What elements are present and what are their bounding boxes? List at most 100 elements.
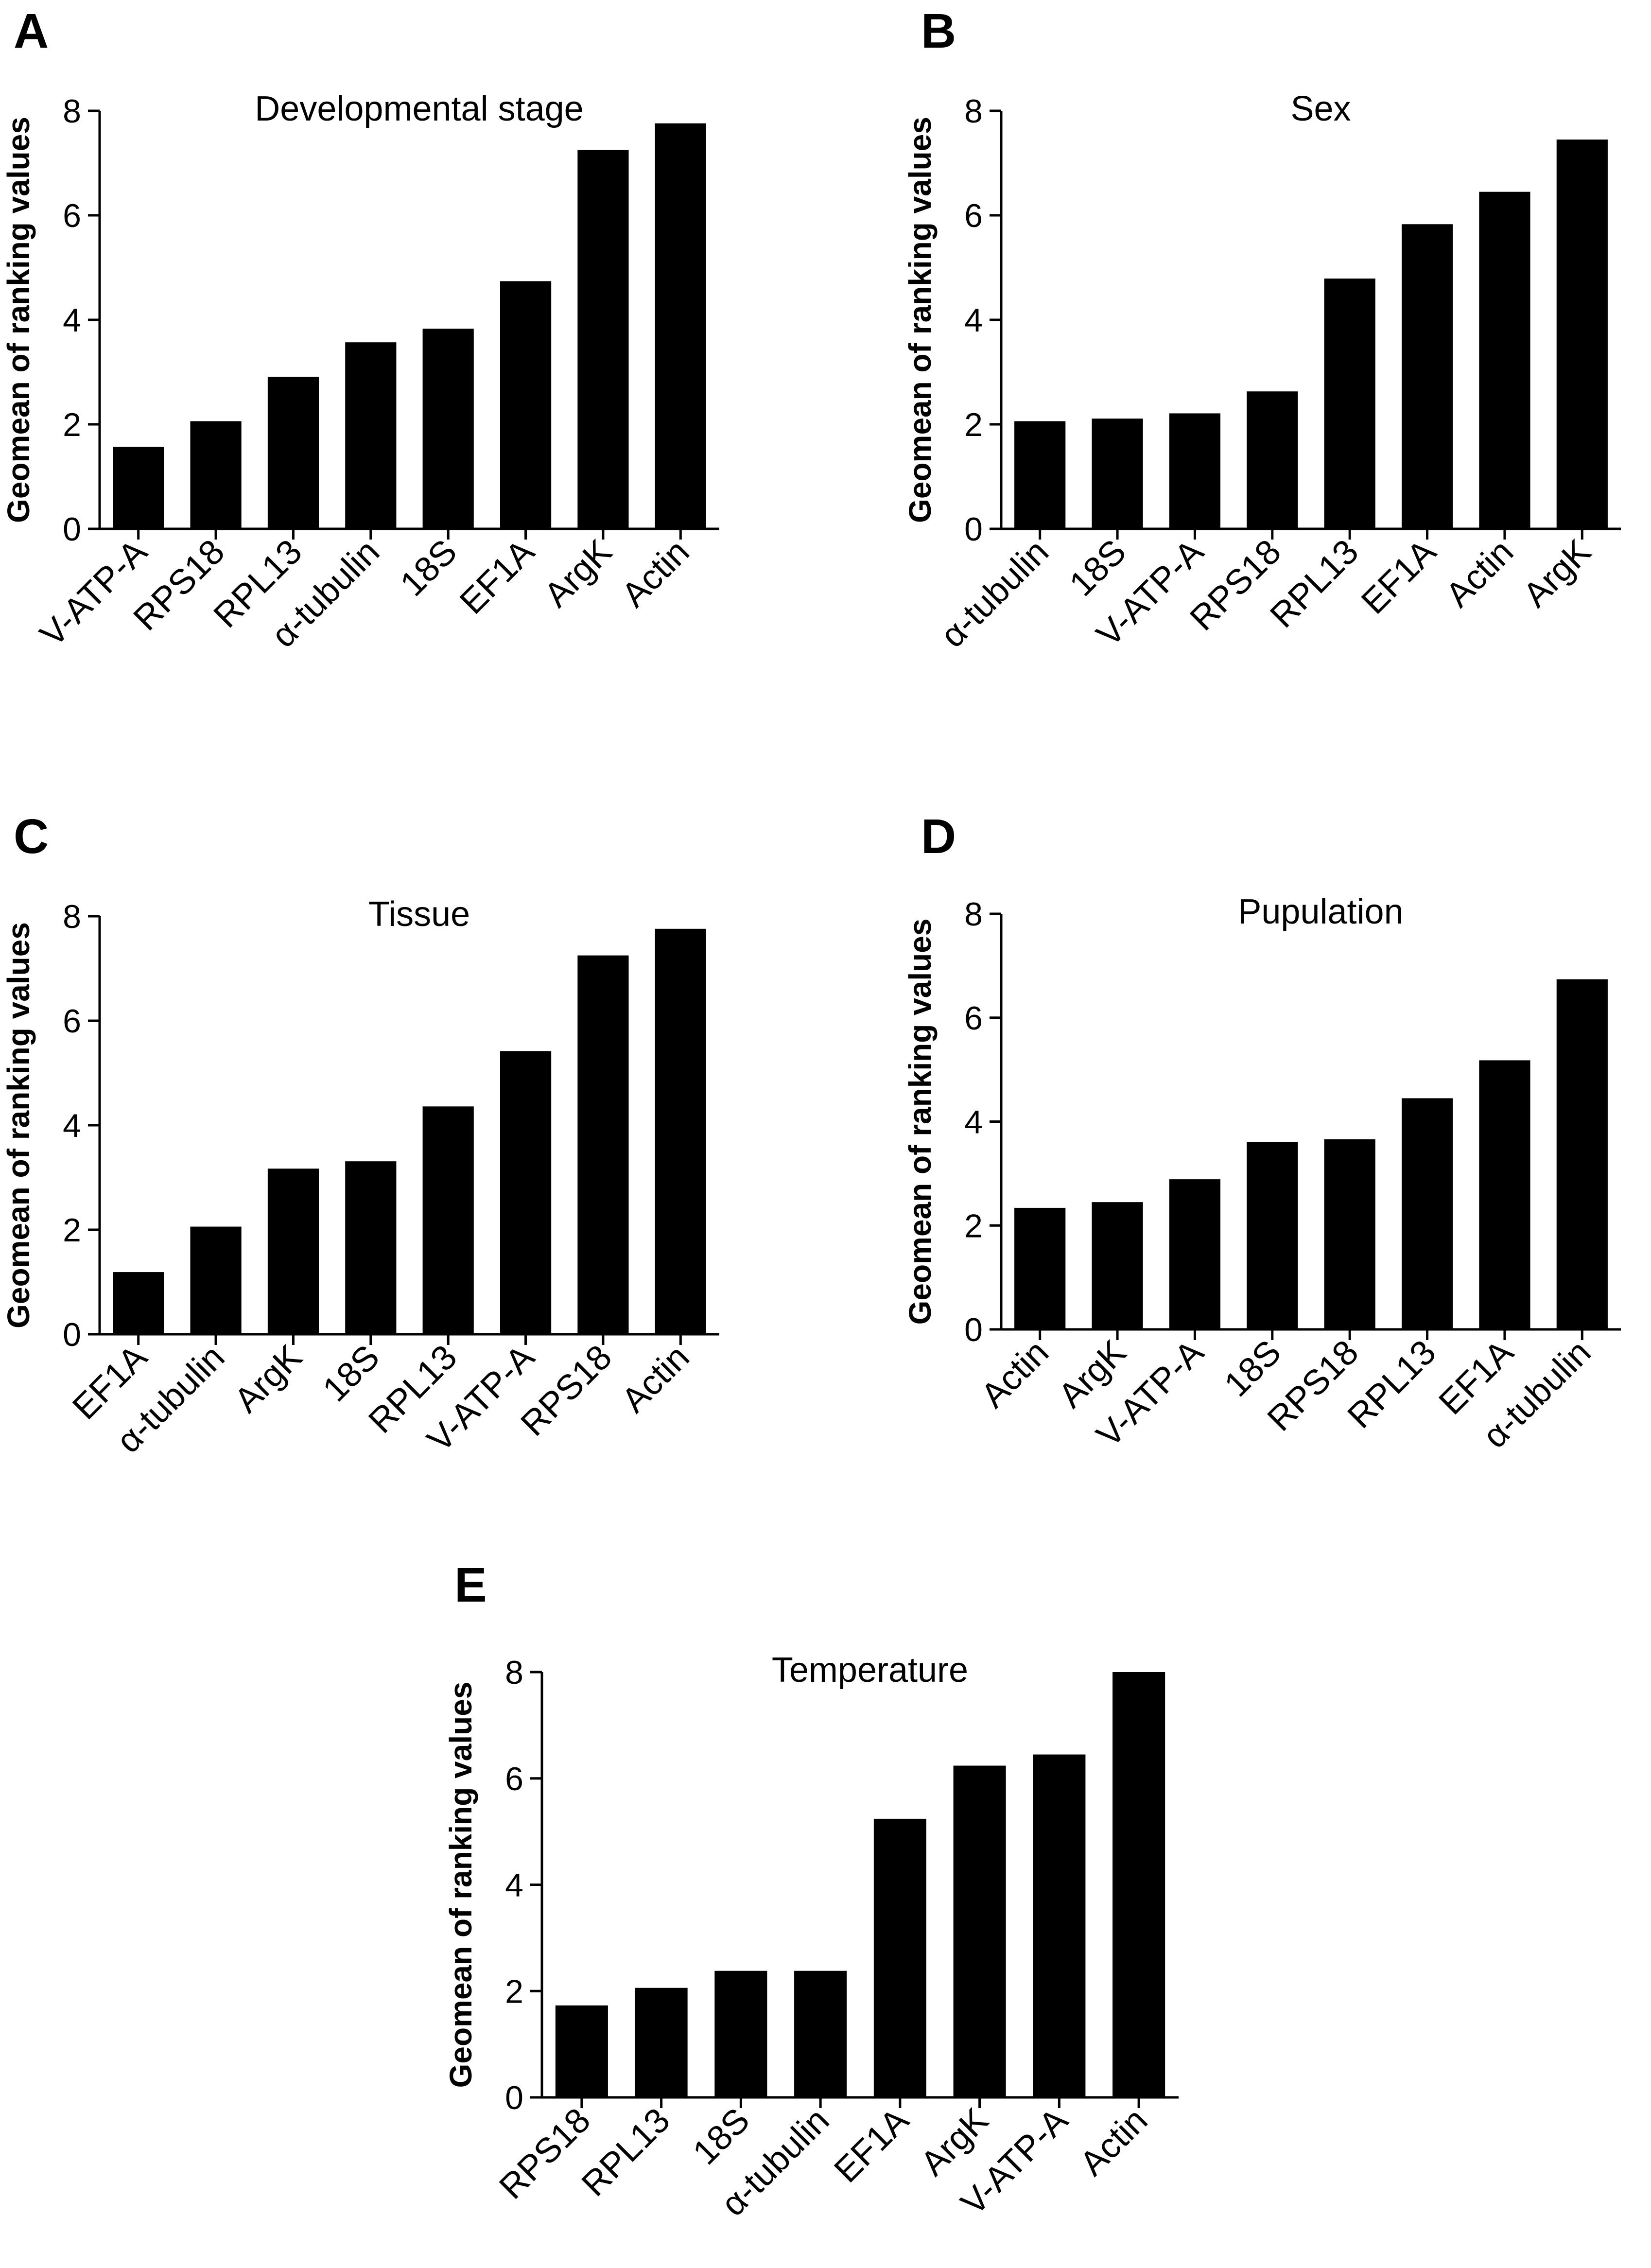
x-category-label: Actin — [614, 1338, 697, 1420]
x-category-label: RPL13 — [1340, 1333, 1443, 1436]
chart-panel-b: B Sex Geomean of ranking values 0 2 4 6 8 α-tubu… — [903, 4, 1621, 655]
x-category-label: Actin — [614, 532, 697, 615]
bar — [1112, 1672, 1165, 2097]
bar — [267, 1169, 319, 1334]
bar — [577, 150, 629, 529]
y-tick-label: 8 — [63, 898, 81, 935]
bar — [1014, 1207, 1066, 1329]
x-category-label: ArgK — [227, 1338, 310, 1420]
bar — [1092, 1202, 1143, 1329]
y-tick-label: 6 — [964, 1000, 983, 1037]
bar — [1033, 1754, 1086, 2097]
bar — [873, 1818, 926, 2097]
bar — [113, 1272, 164, 1334]
chart-panel-d: D Pupulation Geomean of ranking values 0 2 4 6… — [903, 809, 1621, 1456]
bar — [1401, 224, 1453, 529]
y-axis-label: Geomean of ranking values — [1, 922, 36, 1328]
y-tick-label: 8 — [505, 1654, 523, 1691]
bar — [953, 1765, 1006, 2097]
bar — [422, 329, 474, 529]
y-tick-label: 0 — [964, 1311, 983, 1348]
x-category-label: ArgK — [1516, 532, 1599, 615]
bar — [635, 1988, 688, 2097]
bar — [577, 955, 629, 1334]
bar — [345, 342, 397, 529]
y-tick-label: 6 — [63, 1003, 81, 1040]
y-tick-label: 6 — [964, 197, 983, 234]
bar — [500, 281, 552, 529]
y-tick-label: 0 — [63, 1316, 81, 1353]
bar — [655, 123, 706, 529]
bar — [1247, 391, 1298, 529]
x-category-label: Actin — [1438, 532, 1521, 615]
y-tick-label: 4 — [63, 1107, 81, 1144]
bar — [1247, 1142, 1298, 1329]
chart-panel-e: E Temperature Geomean of ranking values 0 2 4… — [443, 1558, 1179, 2224]
y-tick-label: 4 — [505, 1867, 523, 1904]
panel-letter: B — [921, 4, 956, 58]
y-axis-label: Geomean of ranking values — [903, 117, 938, 523]
x-category-label: RPL13 — [574, 2101, 678, 2204]
y-tick-label: 2 — [505, 1973, 523, 2010]
y-tick-label: 8 — [964, 93, 983, 130]
bar — [1479, 1060, 1530, 1329]
x-category-label: RPS18 — [492, 2101, 598, 2207]
chart-title: Tissue — [368, 895, 470, 934]
bar — [655, 928, 706, 1334]
x-category-label: RPL13 — [1263, 532, 1366, 635]
panel-letter: D — [921, 809, 956, 864]
bar — [113, 447, 164, 529]
chart-title: Sex — [1290, 89, 1351, 128]
y-tick-label: 4 — [63, 302, 81, 339]
bar — [190, 1226, 242, 1334]
y-axis-label: Geomean of ranking values — [903, 919, 938, 1325]
chart-title: Temperature — [772, 1651, 968, 1690]
panel-letter: E — [454, 1558, 487, 1612]
bar — [1556, 140, 1608, 529]
y-tick-label: 8 — [964, 896, 983, 933]
bar — [714, 1971, 767, 2097]
bar — [1169, 1179, 1221, 1329]
bar — [1324, 279, 1375, 529]
bar — [1169, 413, 1221, 529]
y-tick-label: 6 — [63, 197, 81, 234]
x-category-label: Actin — [1073, 2101, 1155, 2183]
y-tick-label: 2 — [964, 1207, 983, 1244]
bar — [1092, 419, 1143, 529]
chart-panel-a: A Developmental stage Geomean of ranking v… — [1, 4, 719, 655]
y-tick-label: 0 — [505, 2079, 523, 2116]
bar — [267, 377, 319, 529]
bar — [555, 2005, 608, 2097]
panel-letter: C — [14, 809, 49, 864]
x-category-label: α-tubulin — [933, 532, 1056, 655]
bar — [1479, 192, 1530, 529]
chart-title: Pupulation — [1238, 892, 1403, 931]
x-category-label: EF1A — [452, 532, 542, 622]
x-category-label: EF1A — [1354, 532, 1443, 622]
bar — [1324, 1139, 1375, 1329]
y-tick-label: 4 — [964, 1104, 983, 1141]
bar — [422, 1106, 474, 1334]
y-tick-label: 8 — [63, 93, 81, 130]
bar — [345, 1161, 397, 1334]
bar — [1556, 979, 1608, 1329]
y-axis-label: Geomean of ranking values — [443, 1682, 478, 2088]
bar — [500, 1051, 552, 1334]
y-tick-label: 4 — [964, 302, 983, 339]
y-tick-label: 2 — [964, 406, 983, 443]
y-tick-label: 0 — [964, 511, 983, 548]
y-axis-label: Geomean of ranking values — [1, 117, 36, 523]
x-category-label: EF1A — [827, 2101, 916, 2190]
x-category-label: ArgK — [537, 532, 619, 615]
bar — [1014, 421, 1066, 529]
y-tick-label: 2 — [63, 406, 81, 443]
y-tick-label: 6 — [505, 1761, 523, 1797]
bar — [190, 421, 242, 529]
x-category-label: V-ATP-A — [33, 532, 155, 654]
x-category-label: Actin — [973, 1333, 1056, 1415]
chart-title: Developmental stage — [255, 89, 583, 128]
bar — [1401, 1098, 1453, 1329]
y-tick-label: 2 — [63, 1212, 81, 1249]
